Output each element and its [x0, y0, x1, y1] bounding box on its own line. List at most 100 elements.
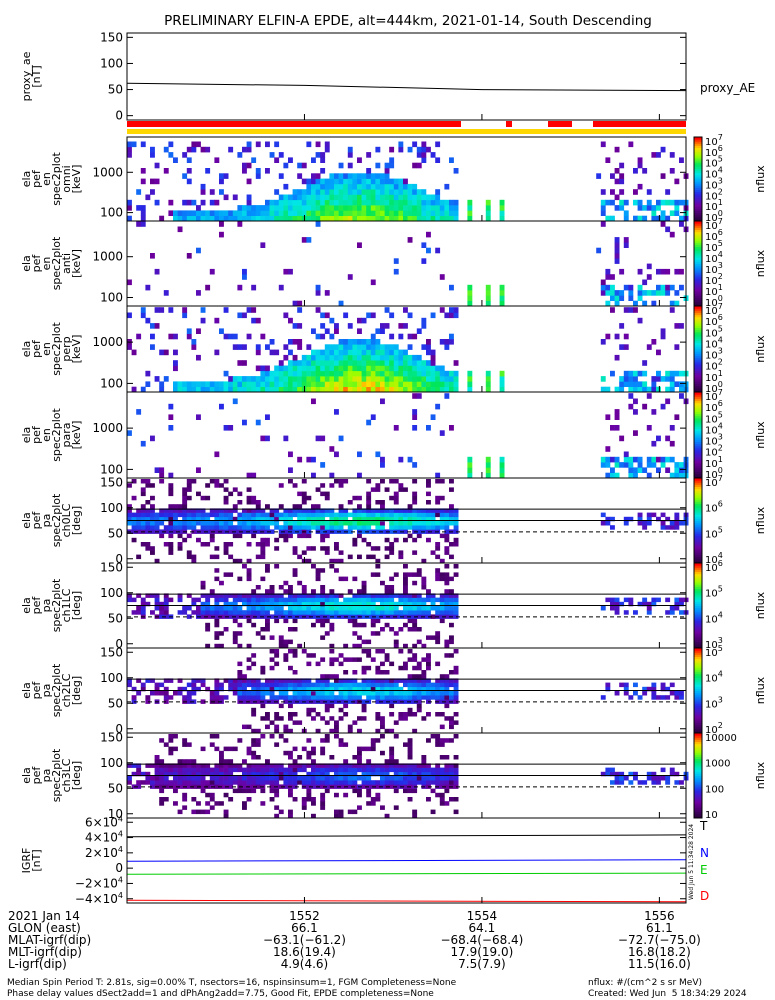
- spectrogram-cell: [380, 610, 385, 615]
- colorbar-step: [694, 310, 702, 313]
- spectrogram-cell: [191, 601, 197, 607]
- spectrogram-cell: [311, 682, 316, 688]
- spectrogram-cell: [182, 686, 188, 692]
- panel-frame: [126, 32, 687, 121]
- spectrogram-cell: [288, 665, 293, 671]
- spectrogram-cell: [430, 521, 436, 526]
- spectrogram-cell: [214, 635, 220, 640]
- spectrogram-cell: [311, 521, 316, 526]
- spectrogram-cell: [679, 521, 684, 526]
- spectrogram-cell: [435, 695, 441, 700]
- spectrogram-cell: [449, 210, 454, 216]
- spectrogram-cell: [403, 487, 408, 492]
- spectrogram-cell: [338, 614, 344, 619]
- spectrogram-cell: [292, 776, 298, 781]
- spectrogram-cell: [265, 618, 270, 624]
- spectrogram-cell: [274, 767, 280, 773]
- spectrogram-cell: [168, 141, 174, 148]
- spectrogram-cell: [642, 168, 648, 174]
- spectrogram-cell: [311, 516, 316, 522]
- spectrogram-cell: [292, 691, 298, 696]
- spectrogram-cell: [610, 370, 615, 377]
- spectrogram-cell: [242, 776, 247, 781]
- spectrogram-cell: [324, 686, 330, 692]
- colorbar-step: [694, 242, 702, 245]
- spectrogram-cell: [320, 618, 326, 624]
- spectrogram-cell: [242, 525, 247, 530]
- spectrogram-cell: [311, 801, 316, 806]
- spectrogram-cell: [426, 425, 431, 431]
- spectrogram-cell: [209, 695, 215, 700]
- spectrogram-cell: [306, 614, 312, 619]
- spectrogram-cell: [288, 508, 293, 513]
- spectrogram-cell: [292, 593, 298, 598]
- time-tick-label: 1554: [466, 909, 498, 923]
- spectrogram-cell: [347, 728, 353, 734]
- spectrogram-cell: [242, 801, 247, 806]
- spectrogram-cell: [255, 508, 261, 513]
- spectrogram-cell: [669, 199, 675, 206]
- spectrogram-cell: [352, 525, 358, 530]
- spectrogram-cell: [628, 295, 634, 301]
- spectrogram-cell: [347, 376, 353, 382]
- spectrogram-cell: [439, 386, 445, 393]
- spectrogram-cell: [430, 593, 436, 598]
- spectrogram-cell: [384, 771, 390, 777]
- spectrogram-cell: [343, 479, 349, 484]
- spectrogram-cell: [288, 205, 293, 211]
- colorbar-step: [694, 709, 702, 713]
- spectrogram-cell: [140, 686, 146, 692]
- spectrogram-cell: [255, 344, 261, 350]
- colorbar-step: [694, 295, 702, 298]
- spectrogram-cell: [628, 393, 634, 399]
- spectrogram-cell: [407, 344, 413, 350]
- spectrogram-cell: [600, 205, 606, 211]
- spectrogram-cell: [389, 199, 395, 206]
- spectrogram-cell: [127, 312, 132, 319]
- spectrogram-cell: [610, 525, 615, 530]
- spectrogram-cell: [219, 631, 224, 636]
- spectrogram-cell: [242, 805, 247, 810]
- spectrogram-cell: [403, 606, 408, 611]
- spectrogram-cell: [209, 776, 215, 781]
- spectrogram-cell: [380, 720, 385, 725]
- spectrogram-cell: [191, 479, 197, 484]
- spectrogram-cell: [403, 376, 408, 382]
- spectrogram-cell: [177, 529, 183, 534]
- spectrogram-cell: [380, 593, 385, 598]
- spectrogram-cell: [173, 381, 178, 387]
- spectrogram-cell: [182, 780, 188, 785]
- spectrogram-cell: [297, 720, 303, 725]
- spectrogram-cell: [140, 597, 146, 603]
- spectrogram-cell: [343, 597, 349, 603]
- spectrogram-cell: [288, 210, 293, 216]
- spectrogram-cell: [324, 784, 330, 789]
- spectrogram-cell: [375, 483, 381, 488]
- colorbar-step: [694, 607, 702, 611]
- spectrogram-cell: [357, 695, 362, 700]
- spectrogram-cell: [306, 370, 312, 377]
- spectrogram-cell: [389, 525, 395, 530]
- spectrogram-cell: [173, 516, 178, 522]
- ephemeris-value: 17.9(19.0): [450, 945, 514, 959]
- colorbar-label: nflux: [754, 165, 767, 193]
- spectrogram-cell: [444, 763, 450, 768]
- spectrogram-cell: [646, 344, 652, 350]
- spectrogram-cell: [311, 695, 316, 700]
- spectrogram-cell: [209, 610, 215, 615]
- spectrogram-cell: [375, 525, 381, 530]
- spectrogram-cell: [306, 376, 312, 382]
- spectrogram-cell: [136, 610, 142, 615]
- spectrogram-cell: [196, 776, 201, 781]
- spectrogram-cell: [329, 589, 335, 594]
- spectrogram-cell: [357, 593, 362, 598]
- spectrogram-cell: [398, 780, 404, 785]
- spectrogram-cell: [375, 344, 381, 350]
- spectrogram-cell: [343, 776, 349, 781]
- spectrogram-cell: [485, 210, 491, 216]
- spectrogram-cell: [343, 349, 349, 356]
- spectrogram-cell: [196, 610, 201, 615]
- spectrogram-cell: [329, 597, 335, 603]
- spectrogram-cell: [642, 215, 648, 222]
- spectrogram-cell: [398, 483, 404, 488]
